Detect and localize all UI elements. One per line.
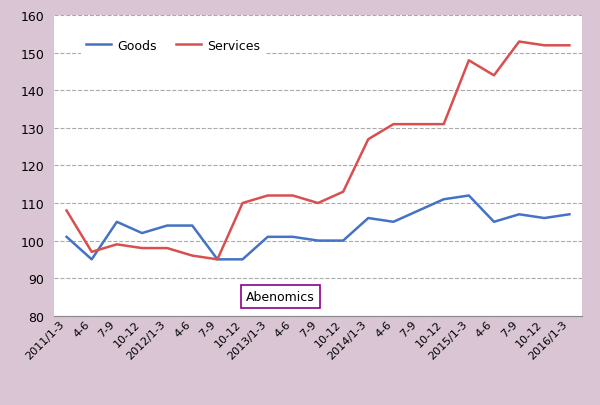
Services (314, 201, 322, 206)
Services (88, 250, 95, 255)
Goods (63, 235, 70, 240)
Goods (390, 220, 397, 225)
Goods (515, 212, 523, 217)
Services (541, 44, 548, 49)
Goods (340, 239, 347, 243)
Goods (415, 209, 422, 213)
Line: Services: Services (67, 43, 569, 260)
Services (239, 201, 246, 206)
Goods (289, 235, 296, 240)
Goods (164, 224, 171, 228)
Goods (188, 224, 196, 228)
Services (188, 254, 196, 258)
Text: Abenomics: Abenomics (246, 291, 314, 304)
Services (214, 257, 221, 262)
Services (63, 209, 70, 213)
Services (390, 122, 397, 127)
Services (465, 59, 472, 64)
Goods (113, 220, 121, 225)
Goods (314, 239, 322, 243)
Line: Goods: Goods (67, 196, 569, 260)
Services (566, 44, 573, 49)
Services (289, 194, 296, 198)
Services (139, 246, 146, 251)
Goods (566, 212, 573, 217)
Services (415, 122, 422, 127)
Goods (139, 231, 146, 236)
Goods (239, 257, 246, 262)
Services (113, 242, 121, 247)
Goods (365, 216, 372, 221)
Legend: Goods, Services: Goods, Services (82, 34, 265, 58)
Services (365, 137, 372, 142)
Goods (88, 257, 95, 262)
Goods (440, 197, 448, 202)
Goods (264, 235, 271, 240)
Services (264, 194, 271, 198)
Goods (541, 216, 548, 221)
Goods (214, 257, 221, 262)
Goods (490, 220, 497, 225)
Services (340, 190, 347, 195)
Services (515, 40, 523, 45)
Services (164, 246, 171, 251)
Services (490, 74, 497, 79)
Services (440, 122, 448, 127)
Goods (465, 194, 472, 198)
